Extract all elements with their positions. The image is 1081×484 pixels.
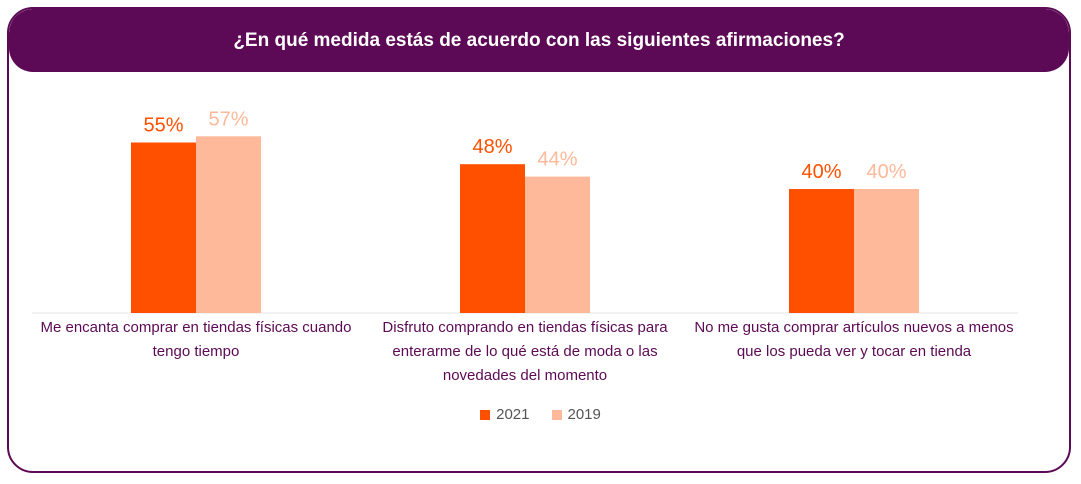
data-label-2021-cat3: 40% [801, 161, 841, 183]
legend-swatch-2019 [551, 409, 562, 420]
data-label-2019-cat2: 44% [537, 149, 577, 171]
bar-2021-cat3 [789, 189, 854, 313]
legend-label-2021: 2021 [496, 406, 530, 423]
category-label-1: Me encanta comprar en tiendas físicas cu… [40, 319, 352, 360]
data-label-2019-cat3: 40% [866, 161, 906, 183]
legend-label-2019: 2019 [567, 406, 601, 423]
data-label-2021-cat2: 48% [472, 136, 512, 158]
category-label-2: Disfruto comprando en tiendas físicas pa… [382, 319, 668, 384]
legend-item-2019: 2019 [551, 406, 601, 423]
data-label-2019-cat1: 57% [208, 108, 248, 130]
bar-2019-cat2 [525, 176, 590, 313]
category-label-3: No me gusta comprar artículos nuevos a m… [694, 319, 1014, 360]
chart-title: ¿En qué medida estás de acuerdo con las … [233, 29, 845, 51]
bar-2021-cat2 [460, 164, 525, 313]
data-label-2021-cat1: 55% [143, 115, 183, 137]
legend: 2021 2019 [0, 406, 1081, 423]
bar-2019-cat3 [854, 189, 919, 313]
bar-2021-cat1 [131, 142, 196, 313]
legend-swatch-2021 [480, 409, 491, 420]
title-bar: ¿En qué medida estás de acuerdo con las … [9, 9, 1069, 72]
legend-item-2021: 2021 [480, 406, 530, 423]
bar-2019-cat1 [196, 136, 261, 313]
